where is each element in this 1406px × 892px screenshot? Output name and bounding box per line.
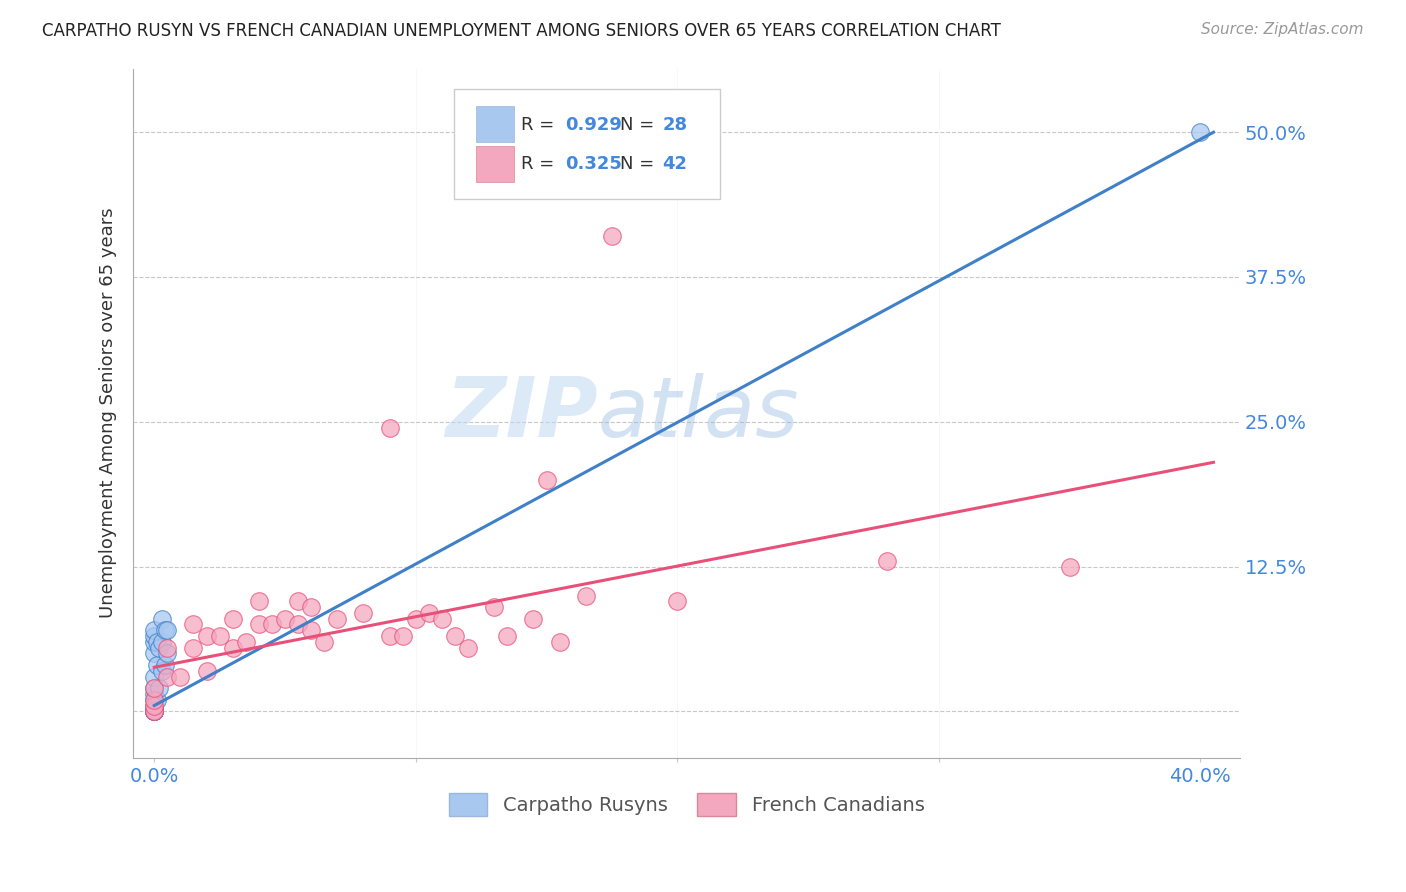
- Point: [274, 612, 297, 626]
- Point: [143, 704, 166, 718]
- Text: N =: N =: [620, 116, 659, 134]
- Y-axis label: Unemployment Among Seniors over 65 years: Unemployment Among Seniors over 65 years: [100, 208, 117, 618]
- Point: [143, 624, 166, 638]
- Point: [143, 704, 166, 718]
- Point: [143, 704, 166, 718]
- Point: [444, 629, 467, 643]
- Point: [143, 681, 166, 695]
- Point: [378, 420, 401, 434]
- Point: [148, 681, 170, 695]
- Point: [143, 687, 166, 701]
- Text: R =: R =: [520, 116, 560, 134]
- Point: [143, 704, 166, 718]
- Point: [222, 612, 245, 626]
- Point: [1189, 125, 1212, 139]
- Text: ZIP: ZIP: [446, 373, 598, 454]
- Point: [143, 704, 166, 718]
- Point: [150, 635, 173, 649]
- Text: N =: N =: [620, 154, 659, 173]
- Point: [418, 606, 440, 620]
- Point: [430, 612, 453, 626]
- FancyBboxPatch shape: [477, 106, 515, 142]
- Point: [314, 635, 336, 649]
- Text: 42: 42: [662, 154, 688, 173]
- Point: [143, 704, 166, 718]
- Point: [548, 635, 571, 649]
- Point: [153, 658, 176, 673]
- Point: [195, 629, 218, 643]
- Point: [156, 647, 179, 661]
- Point: [143, 669, 166, 683]
- Point: [183, 617, 205, 632]
- Point: [153, 624, 176, 638]
- Point: [287, 594, 309, 608]
- Point: [143, 704, 166, 718]
- Text: 28: 28: [662, 116, 688, 134]
- Point: [148, 640, 170, 655]
- Point: [169, 669, 191, 683]
- Point: [146, 658, 169, 673]
- Text: Source: ZipAtlas.com: Source: ZipAtlas.com: [1201, 22, 1364, 37]
- Point: [146, 692, 169, 706]
- Text: R =: R =: [520, 154, 560, 173]
- Point: [484, 600, 506, 615]
- Point: [143, 704, 166, 718]
- Point: [150, 612, 173, 626]
- Point: [183, 640, 205, 655]
- Point: [575, 589, 598, 603]
- Point: [287, 617, 309, 632]
- Point: [457, 640, 479, 655]
- Point: [326, 612, 349, 626]
- Point: [522, 612, 544, 626]
- Point: [146, 635, 169, 649]
- Point: [143, 692, 166, 706]
- Point: [208, 629, 231, 643]
- Point: [600, 229, 623, 244]
- Point: [143, 698, 166, 713]
- Point: [496, 629, 519, 643]
- Point: [143, 698, 166, 713]
- Point: [156, 669, 179, 683]
- Text: 0.325: 0.325: [565, 154, 621, 173]
- Point: [1059, 559, 1081, 574]
- Legend: Carpatho Rusyns, French Canadians: Carpatho Rusyns, French Canadians: [441, 786, 932, 823]
- Point: [405, 612, 427, 626]
- Text: 0.929: 0.929: [565, 116, 621, 134]
- Point: [378, 629, 401, 643]
- Point: [666, 594, 689, 608]
- FancyBboxPatch shape: [454, 89, 720, 200]
- Point: [260, 617, 283, 632]
- Point: [536, 473, 558, 487]
- Point: [391, 629, 413, 643]
- Point: [143, 635, 166, 649]
- Point: [247, 594, 270, 608]
- Point: [143, 629, 166, 643]
- Point: [235, 635, 257, 649]
- Point: [143, 647, 166, 661]
- Point: [195, 664, 218, 678]
- Point: [143, 692, 166, 706]
- Text: atlas: atlas: [598, 373, 800, 454]
- Point: [299, 600, 322, 615]
- Point: [353, 606, 375, 620]
- Point: [156, 640, 179, 655]
- Point: [222, 640, 245, 655]
- Text: CARPATHO RUSYN VS FRENCH CANADIAN UNEMPLOYMENT AMONG SENIORS OVER 65 YEARS CORRE: CARPATHO RUSYN VS FRENCH CANADIAN UNEMPL…: [42, 22, 1001, 40]
- Point: [156, 624, 179, 638]
- Point: [247, 617, 270, 632]
- Point: [876, 554, 898, 568]
- Point: [143, 681, 166, 695]
- Point: [150, 664, 173, 678]
- FancyBboxPatch shape: [477, 145, 515, 182]
- Point: [299, 624, 322, 638]
